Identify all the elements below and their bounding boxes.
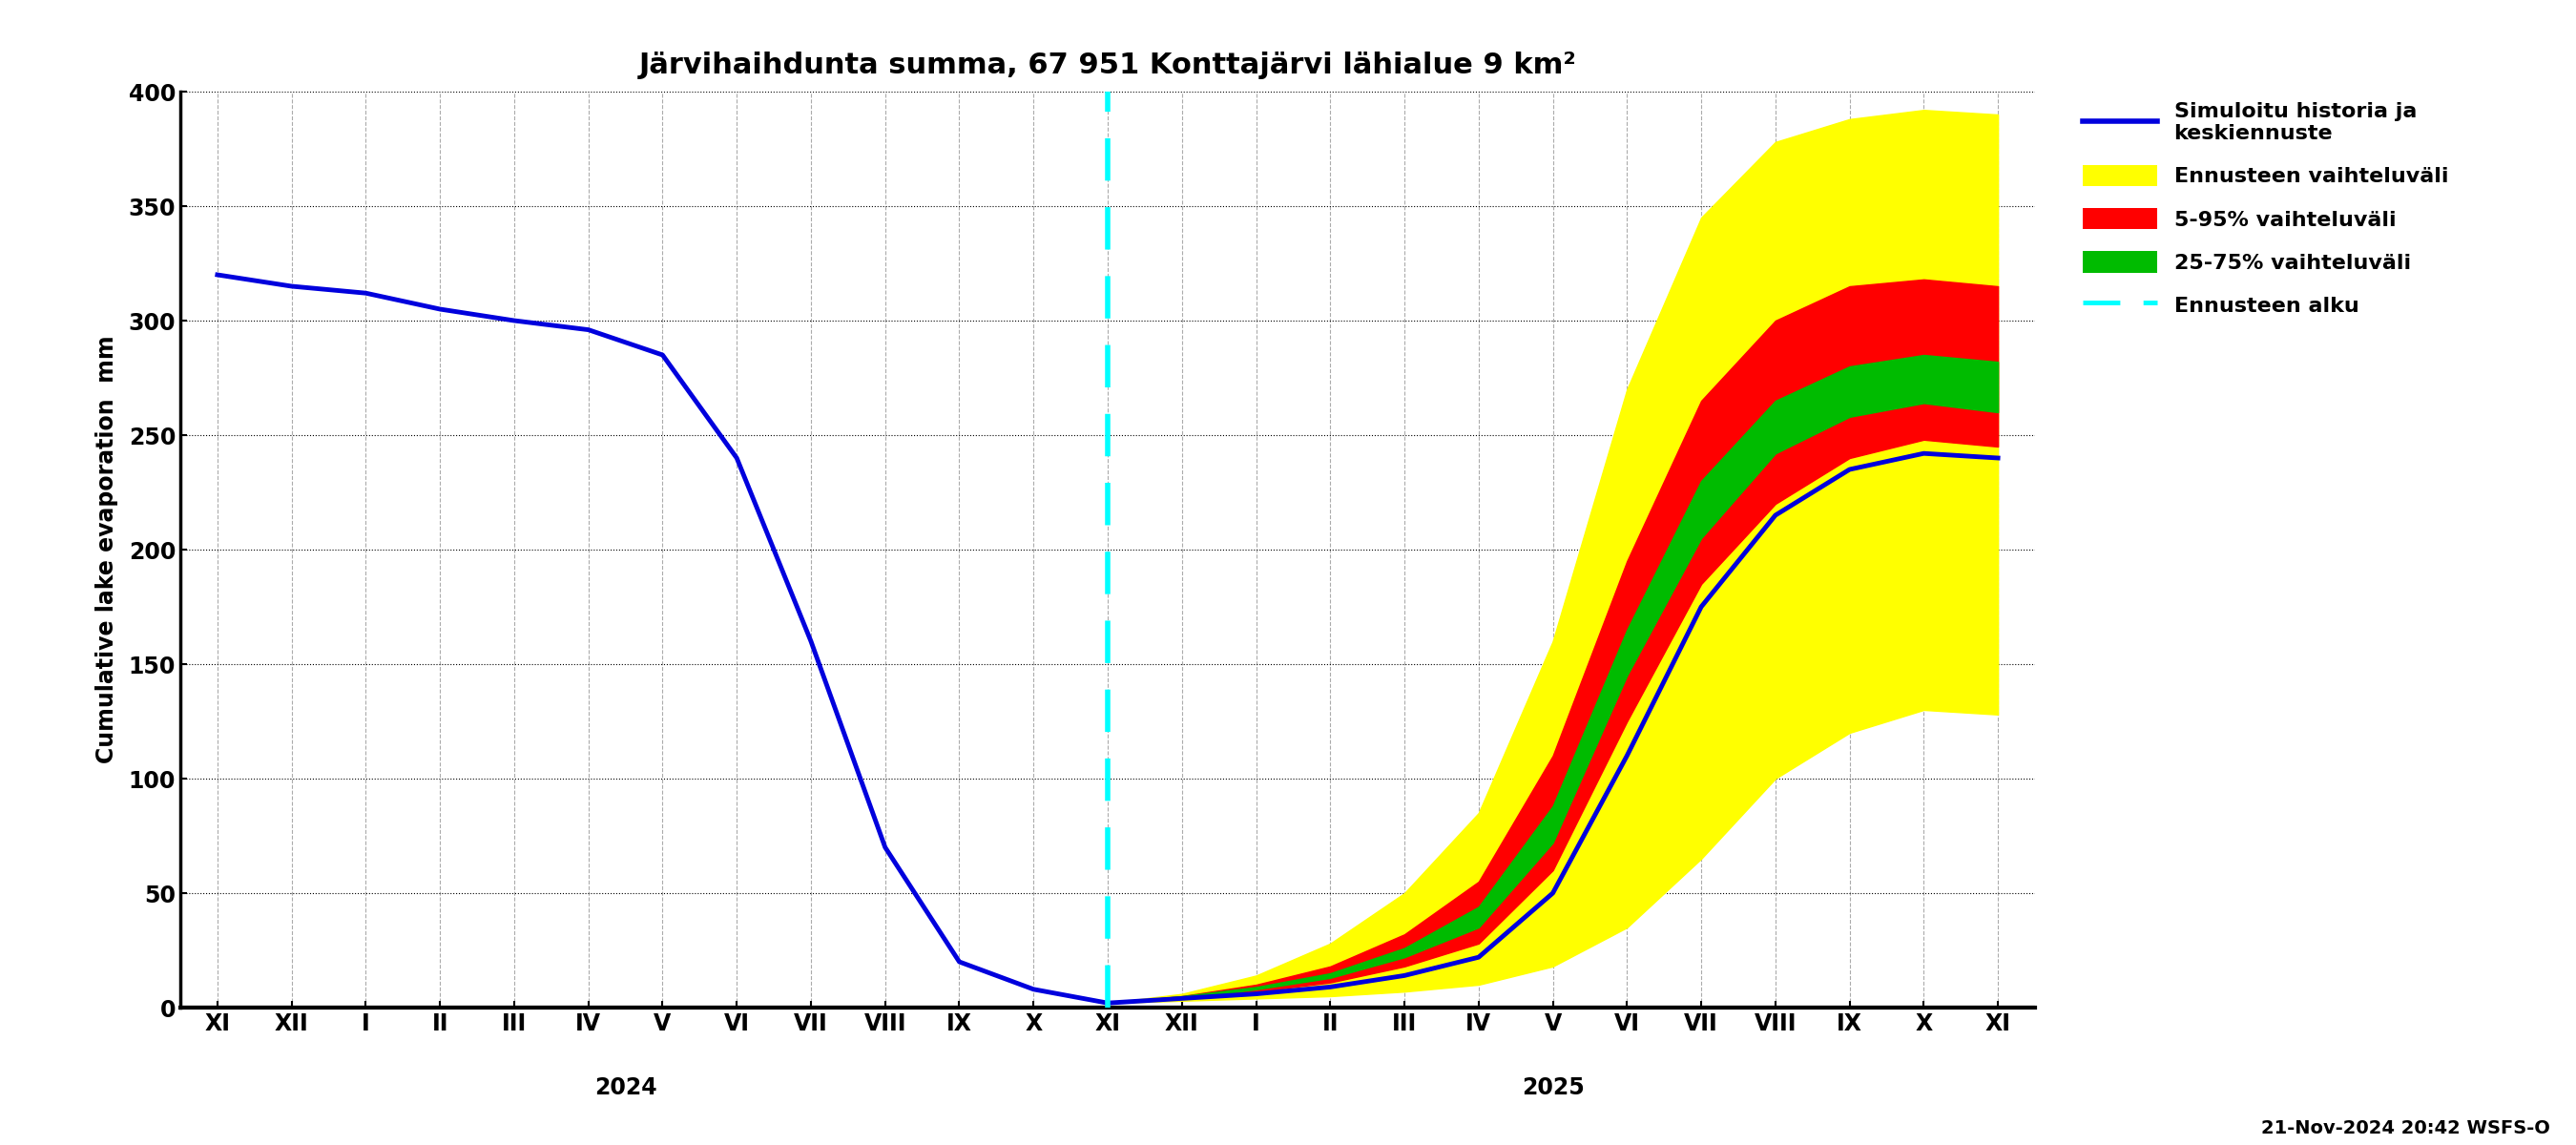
- Text: 2025: 2025: [1522, 1076, 1584, 1099]
- Text: 21-Nov-2024 20:42 WSFS-O: 21-Nov-2024 20:42 WSFS-O: [2262, 1120, 2550, 1137]
- Legend: Simuloitu historia ja
keskiennuste, Ennusteen vaihteluväli, 5-95% vaihteluväli, : Simuloitu historia ja keskiennuste, Ennu…: [2084, 102, 2447, 316]
- Title: Järvihaihdunta summa, 67 951 Konttajärvi lähialue 9 km²: Järvihaihdunta summa, 67 951 Konttajärvi…: [639, 52, 1577, 79]
- Y-axis label: Cumulative lake evaporation  mm: Cumulative lake evaporation mm: [95, 335, 118, 764]
- Text: 2024: 2024: [595, 1076, 657, 1099]
